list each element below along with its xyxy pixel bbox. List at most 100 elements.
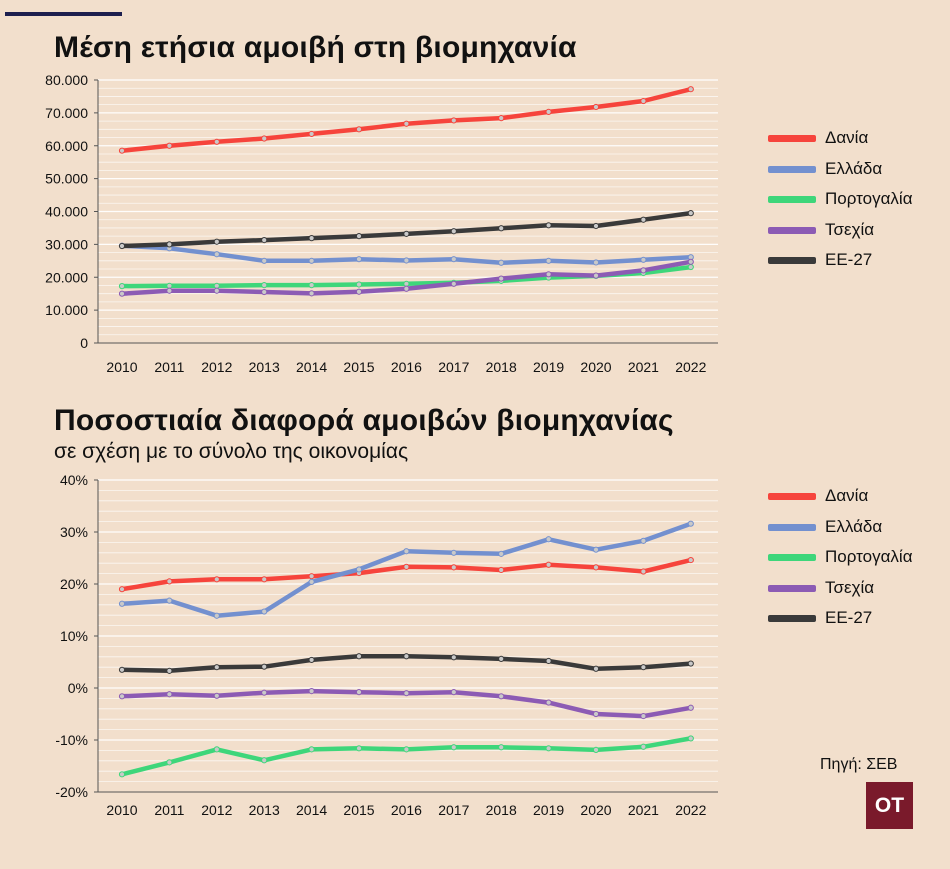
data-point — [261, 288, 268, 296]
data-point — [308, 282, 315, 289]
data-point — [403, 120, 410, 127]
data-point — [166, 667, 173, 674]
data-point — [450, 549, 457, 556]
y-tick-label: 0 — [80, 335, 88, 351]
legend-label: Ελλάδα — [825, 516, 883, 536]
data-point — [166, 691, 173, 698]
data-point — [166, 578, 173, 585]
data-point — [118, 693, 126, 700]
x-tick-label: 2013 — [249, 802, 280, 818]
x-tick-label: 2016 — [391, 802, 422, 818]
chart1-gridlines — [98, 79, 718, 336]
data-point — [687, 520, 694, 527]
series-line-ΕΕ-27 — [119, 210, 694, 249]
x-tick-label: 2010 — [106, 359, 137, 375]
data-point — [118, 666, 126, 673]
data-point — [213, 138, 220, 145]
x-tick-label: 2022 — [675, 359, 706, 375]
data-point — [166, 287, 173, 294]
data-point — [213, 746, 220, 753]
series-line-Πορτογαλία — [119, 264, 694, 289]
legend-swatch — [768, 493, 816, 500]
data-point — [450, 279, 457, 286]
data-point — [687, 660, 694, 667]
data-point — [261, 135, 268, 142]
data-point — [403, 280, 410, 287]
data-point — [355, 566, 363, 573]
data-point — [498, 693, 505, 700]
data-point — [118, 771, 126, 778]
data-point — [450, 654, 457, 661]
data-point — [403, 653, 410, 660]
data-point — [592, 746, 600, 753]
data-point — [592, 272, 600, 280]
data-point — [308, 257, 315, 264]
data-point — [592, 103, 600, 111]
y-tick-label: 10.000 — [45, 302, 88, 318]
data-point — [592, 272, 600, 279]
data-point — [166, 282, 173, 289]
data-point — [687, 704, 694, 711]
y-tick-label: 40% — [60, 472, 88, 488]
logo: OT — [866, 782, 913, 829]
data-point — [640, 256, 647, 263]
y-tick-label: 20% — [60, 576, 88, 592]
data-point — [355, 126, 363, 133]
data-point — [403, 690, 410, 697]
series-line-Πορτογαλία — [119, 736, 694, 777]
data-point — [545, 699, 552, 706]
data-point — [118, 600, 126, 607]
data-point — [640, 537, 647, 544]
data-point — [213, 612, 220, 619]
data-point — [450, 689, 457, 696]
x-tick-label: 2013 — [249, 359, 280, 375]
legend-label: Τσεχία — [825, 219, 875, 239]
data-point — [545, 657, 552, 665]
legend-swatch — [768, 523, 816, 531]
data-point — [308, 235, 315, 242]
data-point — [592, 546, 600, 553]
data-point — [545, 745, 552, 752]
y-tick-label: 50.000 — [45, 171, 88, 187]
data-point — [592, 259, 600, 266]
data-point — [498, 550, 505, 557]
data-point — [261, 689, 268, 696]
y-tick-label: 80.000 — [45, 72, 88, 88]
data-point — [498, 655, 505, 662]
y-tick-label: 30% — [60, 524, 88, 540]
legend-swatch — [768, 257, 816, 264]
x-tick-label: 2015 — [343, 359, 374, 375]
data-point — [687, 86, 694, 93]
data-point — [166, 245, 173, 252]
data-point — [687, 556, 694, 564]
series-line-Τσεχία — [119, 259, 694, 296]
data-point — [545, 274, 552, 281]
data-point — [545, 271, 552, 278]
x-tick-label: 2018 — [486, 802, 517, 818]
data-point — [640, 712, 647, 720]
x-tick-label: 2010 — [106, 802, 137, 818]
data-point — [545, 222, 552, 229]
data-point — [355, 689, 363, 696]
data-point — [498, 259, 505, 266]
data-point — [118, 147, 126, 154]
x-tick-label: 2020 — [580, 359, 611, 375]
legend-swatch — [768, 165, 816, 173]
data-point — [498, 566, 505, 574]
data-point — [166, 241, 173, 248]
data-point — [355, 288, 363, 295]
y-tick-label: 40.000 — [45, 204, 88, 220]
data-point — [592, 222, 600, 230]
data-point — [261, 608, 268, 615]
x-tick-label: 2012 — [201, 802, 232, 818]
data-point — [261, 282, 268, 289]
data-point — [308, 573, 315, 580]
data-point — [498, 115, 505, 122]
chart2-title: Ποσοστιαία διαφορά αμοιβών βιομηχανίας — [54, 404, 674, 437]
chart1-title: Μέση ετήσια αμοιβή στη βιομηχανία — [54, 31, 577, 64]
data-point — [403, 548, 410, 555]
data-point — [308, 746, 315, 753]
data-point — [261, 237, 268, 244]
data-point — [403, 285, 410, 292]
data-point — [450, 744, 457, 751]
